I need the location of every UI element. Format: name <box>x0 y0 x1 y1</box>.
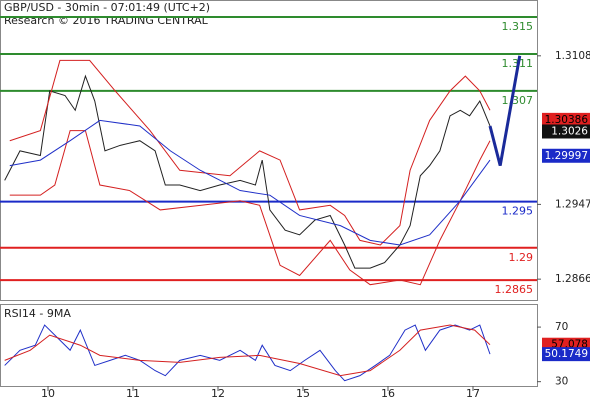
series-line <box>4 324 491 382</box>
chart-subtitle: Research © 2016 TRADING CENTRAL <box>4 14 209 27</box>
x-tick-label: 11 <box>126 387 140 400</box>
level-label: 1.307 <box>502 94 534 107</box>
x-tick-label: 17 <box>466 387 480 400</box>
y-tick-label: 1.3108 <box>555 50 590 62</box>
series-line <box>9 59 491 246</box>
value-marker-label: 1.3026 <box>551 125 588 137</box>
series-line <box>9 119 491 246</box>
series-line <box>4 74 491 269</box>
level-label: 1.295 <box>502 205 534 218</box>
rsi-title: RSI14 - 9MA <box>4 307 71 320</box>
x-tick-label: 12 <box>211 387 225 400</box>
value-marker-label: 1.30386 <box>545 114 589 126</box>
value-marker-label: 1.29997 <box>545 150 588 162</box>
value-marker <box>542 148 590 163</box>
x-tick-label: 15 <box>296 387 310 400</box>
level-label: 1.2865 <box>495 283 534 296</box>
value-marker <box>542 347 590 362</box>
level-label: 1.315 <box>502 20 534 33</box>
y-tick-label: 1.2947 <box>555 198 590 210</box>
price-panel <box>0 0 538 301</box>
x-tick-label: 16 <box>381 387 395 400</box>
level-label: 1.29 <box>509 251 534 264</box>
rsi-panel <box>0 304 538 387</box>
series-line <box>488 55 522 167</box>
y-tick-label: 1.2866 <box>555 273 590 285</box>
y-tick-label: 70 <box>555 321 568 333</box>
series-line <box>9 130 491 286</box>
x-tick-label: 10 <box>41 387 55 400</box>
y-tick-label: 30 <box>555 376 568 388</box>
value-marker <box>542 124 590 139</box>
value-marker <box>542 112 590 127</box>
chart-title: GBP/USD - 30min - 07:01:49 (UTC+2) <box>4 1 210 14</box>
value-marker-label: 50.1749 <box>545 348 588 360</box>
series-line <box>4 324 491 377</box>
